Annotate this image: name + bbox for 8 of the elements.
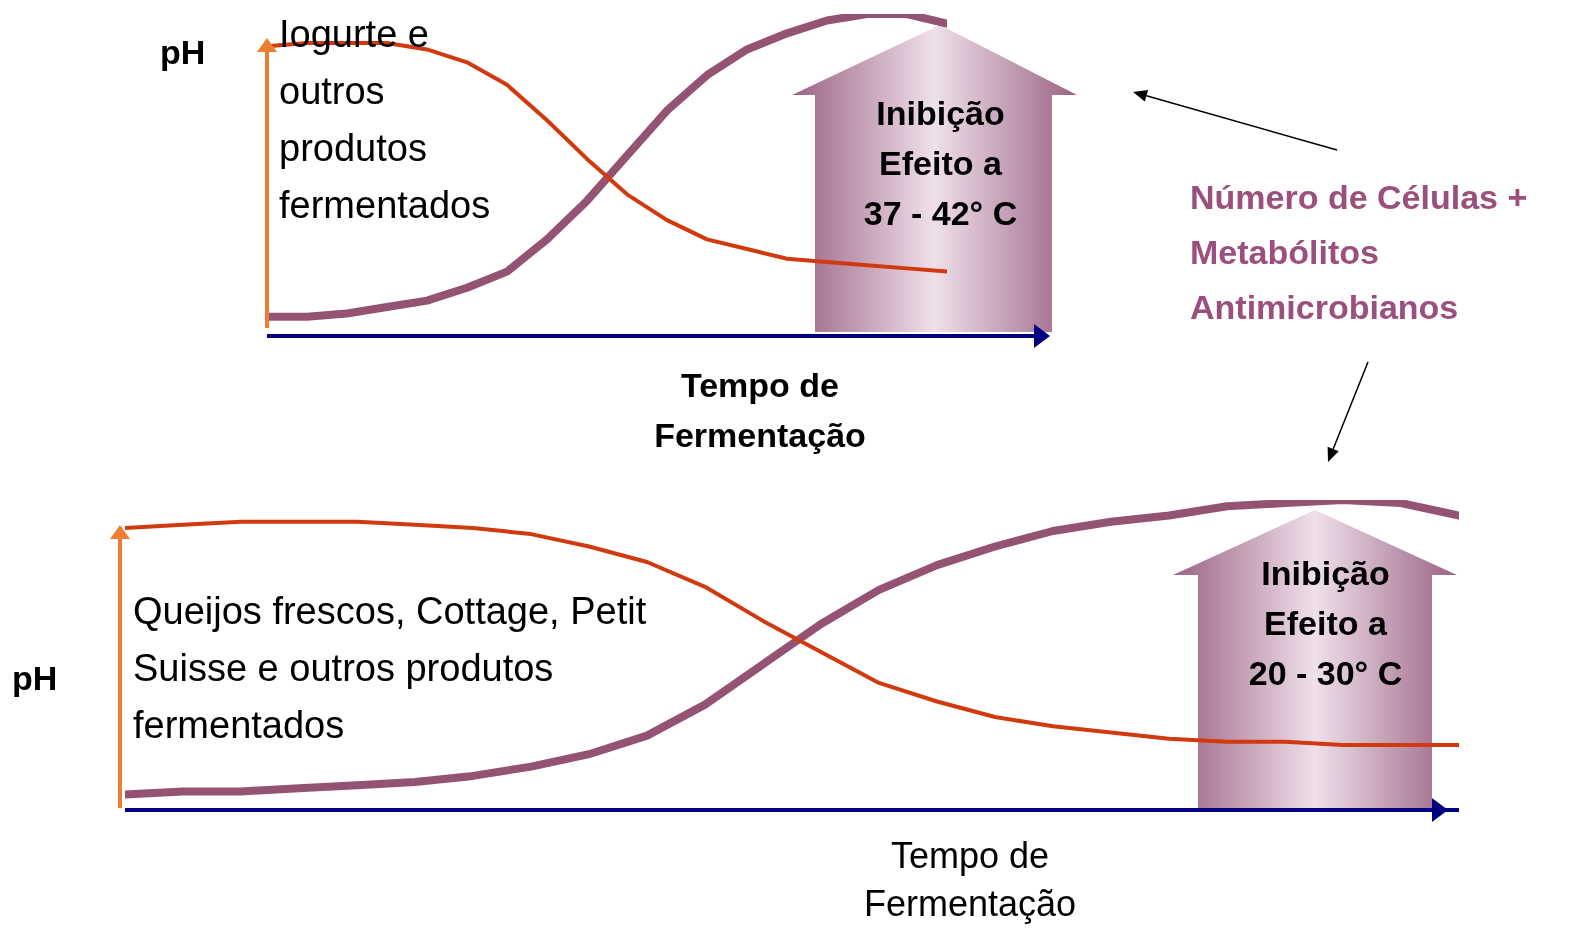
text: Número de Células + Metabólitos Antimicrobianos [1190,177,1529,328]
y-axis-title: pH [160,32,207,72]
annotation: Queijos frescos, Cottage, Petit Suisse e outros produtos fermentados [133,589,648,748]
x-axis-title: Tempo de Fermentação [653,365,867,456]
x-axis-title: Tempo de Fermentação [862,834,1078,926]
annotation: Inibição Efeito a 20 - 30° C [1247,553,1404,694]
annotation: Inibição Efeito a 37 - 42° C [862,93,1019,234]
y-axis-title: pH [12,658,59,698]
